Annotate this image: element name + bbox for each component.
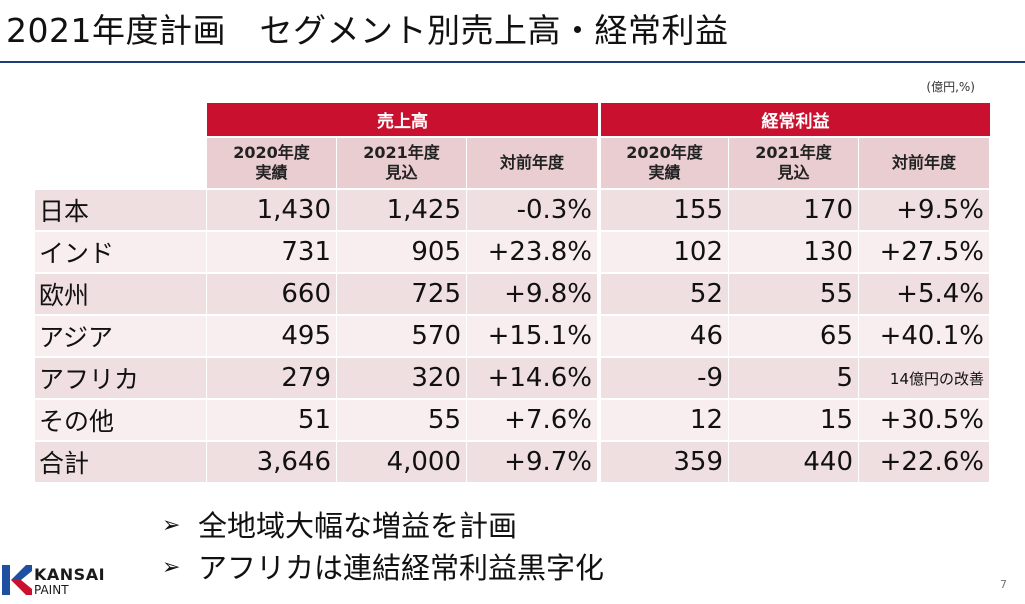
bullet-text: アフリカは連結経常利益黒字化	[198, 551, 605, 585]
profit-yoy-cell: +5.4%	[859, 274, 990, 316]
profit-2020-cell: 12	[598, 400, 729, 442]
profit-yoy-cell: +9.5%	[859, 190, 990, 232]
table-row: 日本 1,430 1,425 -0.3% 155 170 +9.5%	[35, 190, 990, 232]
sales-yoy-cell: -0.3%	[467, 190, 598, 232]
profit-2020-cell: 359	[598, 442, 729, 484]
sales-group-header: 売上高	[207, 103, 598, 138]
profit-yoy-cell: +40.1%	[859, 316, 990, 358]
profit-group-header: 経常利益	[598, 103, 990, 138]
sales-yoy-header: 対前年度	[467, 138, 598, 190]
sales-2020-cell: 279	[207, 358, 337, 400]
table-row: インド 731 905 +23.8% 102 130 +27.5%	[35, 232, 990, 274]
profit-yoy-header: 対前年度	[859, 138, 990, 190]
profit-2021-header: 2021年度 見込	[729, 138, 859, 190]
arrowhead-bullet-icon: ➢	[162, 555, 181, 580]
profit-2021-cell: 65	[729, 316, 859, 358]
corner-cell	[35, 138, 207, 190]
profit-yoy-cell: +30.5%	[859, 400, 990, 442]
bullet-text: 全地域大幅な増益を計画	[198, 509, 518, 543]
sales-2020-cell: 731	[207, 232, 337, 274]
corner-cell	[35, 103, 207, 138]
logo-wordmark-line2: PAINT	[34, 583, 69, 597]
profit-2021-cell: 440	[729, 442, 859, 484]
table-row: その他 51 55 +7.6% 12 15 +30.5%	[35, 400, 990, 442]
sales-yoy-cell: +9.8%	[467, 274, 598, 316]
sales-yoy-cell: +23.8%	[467, 232, 598, 274]
profit-2021-cell: 55	[729, 274, 859, 316]
sales-2020-cell: 1,430	[207, 190, 337, 232]
profit-2020-cell: 52	[598, 274, 729, 316]
table-row: アフリカ 279 320 +14.6% -9 5 14億円の改善	[35, 358, 990, 400]
sales-yoy-cell: +7.6%	[467, 400, 598, 442]
company-logo: KANSAI PAINT	[2, 563, 122, 599]
page-number: 7	[1000, 578, 1007, 591]
sales-2020-header: 2020年度 実績	[207, 138, 337, 190]
sales-2021-cell: 1,425	[337, 190, 467, 232]
profit-2020-cell: -9	[598, 358, 729, 400]
table-row-total: 合計 3,646 4,000 +9.7% 359 440 +22.6%	[35, 442, 990, 484]
unit-label: (億円,%)	[926, 80, 975, 94]
arrowhead-bullet-icon: ➢	[162, 513, 181, 538]
sales-yoy-cell: +14.6%	[467, 358, 598, 400]
sales-2020-cell: 495	[207, 316, 337, 358]
slide-title: 2021年度計画 セグメント別売上高・経常利益	[6, 11, 729, 50]
table-row: 欧州 660 725 +9.8% 52 55 +5.4%	[35, 274, 990, 316]
region-label: アジア	[35, 316, 207, 358]
profit-2021-cell: 130	[729, 232, 859, 274]
profit-2020-header: 2020年度 実績	[598, 138, 729, 190]
segment-table: 売上高 経常利益 2020年度 実績 2021年度 見込 対前年度 2020年度 実績…	[35, 103, 990, 484]
profit-2020-cell: 46	[598, 316, 729, 358]
logo-wordmark-line1: KANSAI	[34, 565, 106, 584]
profit-2021-cell: 170	[729, 190, 859, 232]
region-label: アフリカ	[35, 358, 207, 400]
summary-bullets: ➢ 全地域大幅な増益を計画 ➢ アフリカは連結経常利益黒字化	[162, 505, 604, 589]
region-label: 日本	[35, 190, 207, 232]
profit-2020-cell: 155	[598, 190, 729, 232]
sales-yoy-cell: +9.7%	[467, 442, 598, 484]
table-row: アジア 495 570 +15.1% 46 65 +40.1%	[35, 316, 990, 358]
sales-2020-cell: 3,646	[207, 442, 337, 484]
profit-2021-cell: 15	[729, 400, 859, 442]
sales-2020-cell: 660	[207, 274, 337, 316]
sales-2021-cell: 725	[337, 274, 467, 316]
region-label: その他	[35, 400, 207, 442]
profit-2021-cell: 5	[729, 358, 859, 400]
sales-2021-cell: 320	[337, 358, 467, 400]
sales-2021-cell: 570	[337, 316, 467, 358]
sales-2021-header: 2021年度 見込	[337, 138, 467, 190]
region-label: インド	[35, 232, 207, 274]
sales-2021-cell: 4,000	[337, 442, 467, 484]
sales-2021-cell: 905	[337, 232, 467, 274]
sales-2021-cell: 55	[337, 400, 467, 442]
title-underline	[0, 61, 1025, 63]
kansai-paint-logo-icon	[2, 565, 32, 595]
profit-2020-cell: 102	[598, 232, 729, 274]
sales-2020-cell: 51	[207, 400, 337, 442]
bullet-item: ➢ 全地域大幅な増益を計画	[162, 505, 604, 547]
profit-yoy-cell: +22.6%	[859, 442, 990, 484]
sales-yoy-cell: +15.1%	[467, 316, 598, 358]
bullet-item: ➢ アフリカは連結経常利益黒字化	[162, 547, 604, 589]
profit-yoy-cell: +27.5%	[859, 232, 990, 274]
region-label: 欧州	[35, 274, 207, 316]
profit-yoy-cell: 14億円の改善	[859, 358, 990, 400]
region-label: 合計	[35, 442, 207, 484]
